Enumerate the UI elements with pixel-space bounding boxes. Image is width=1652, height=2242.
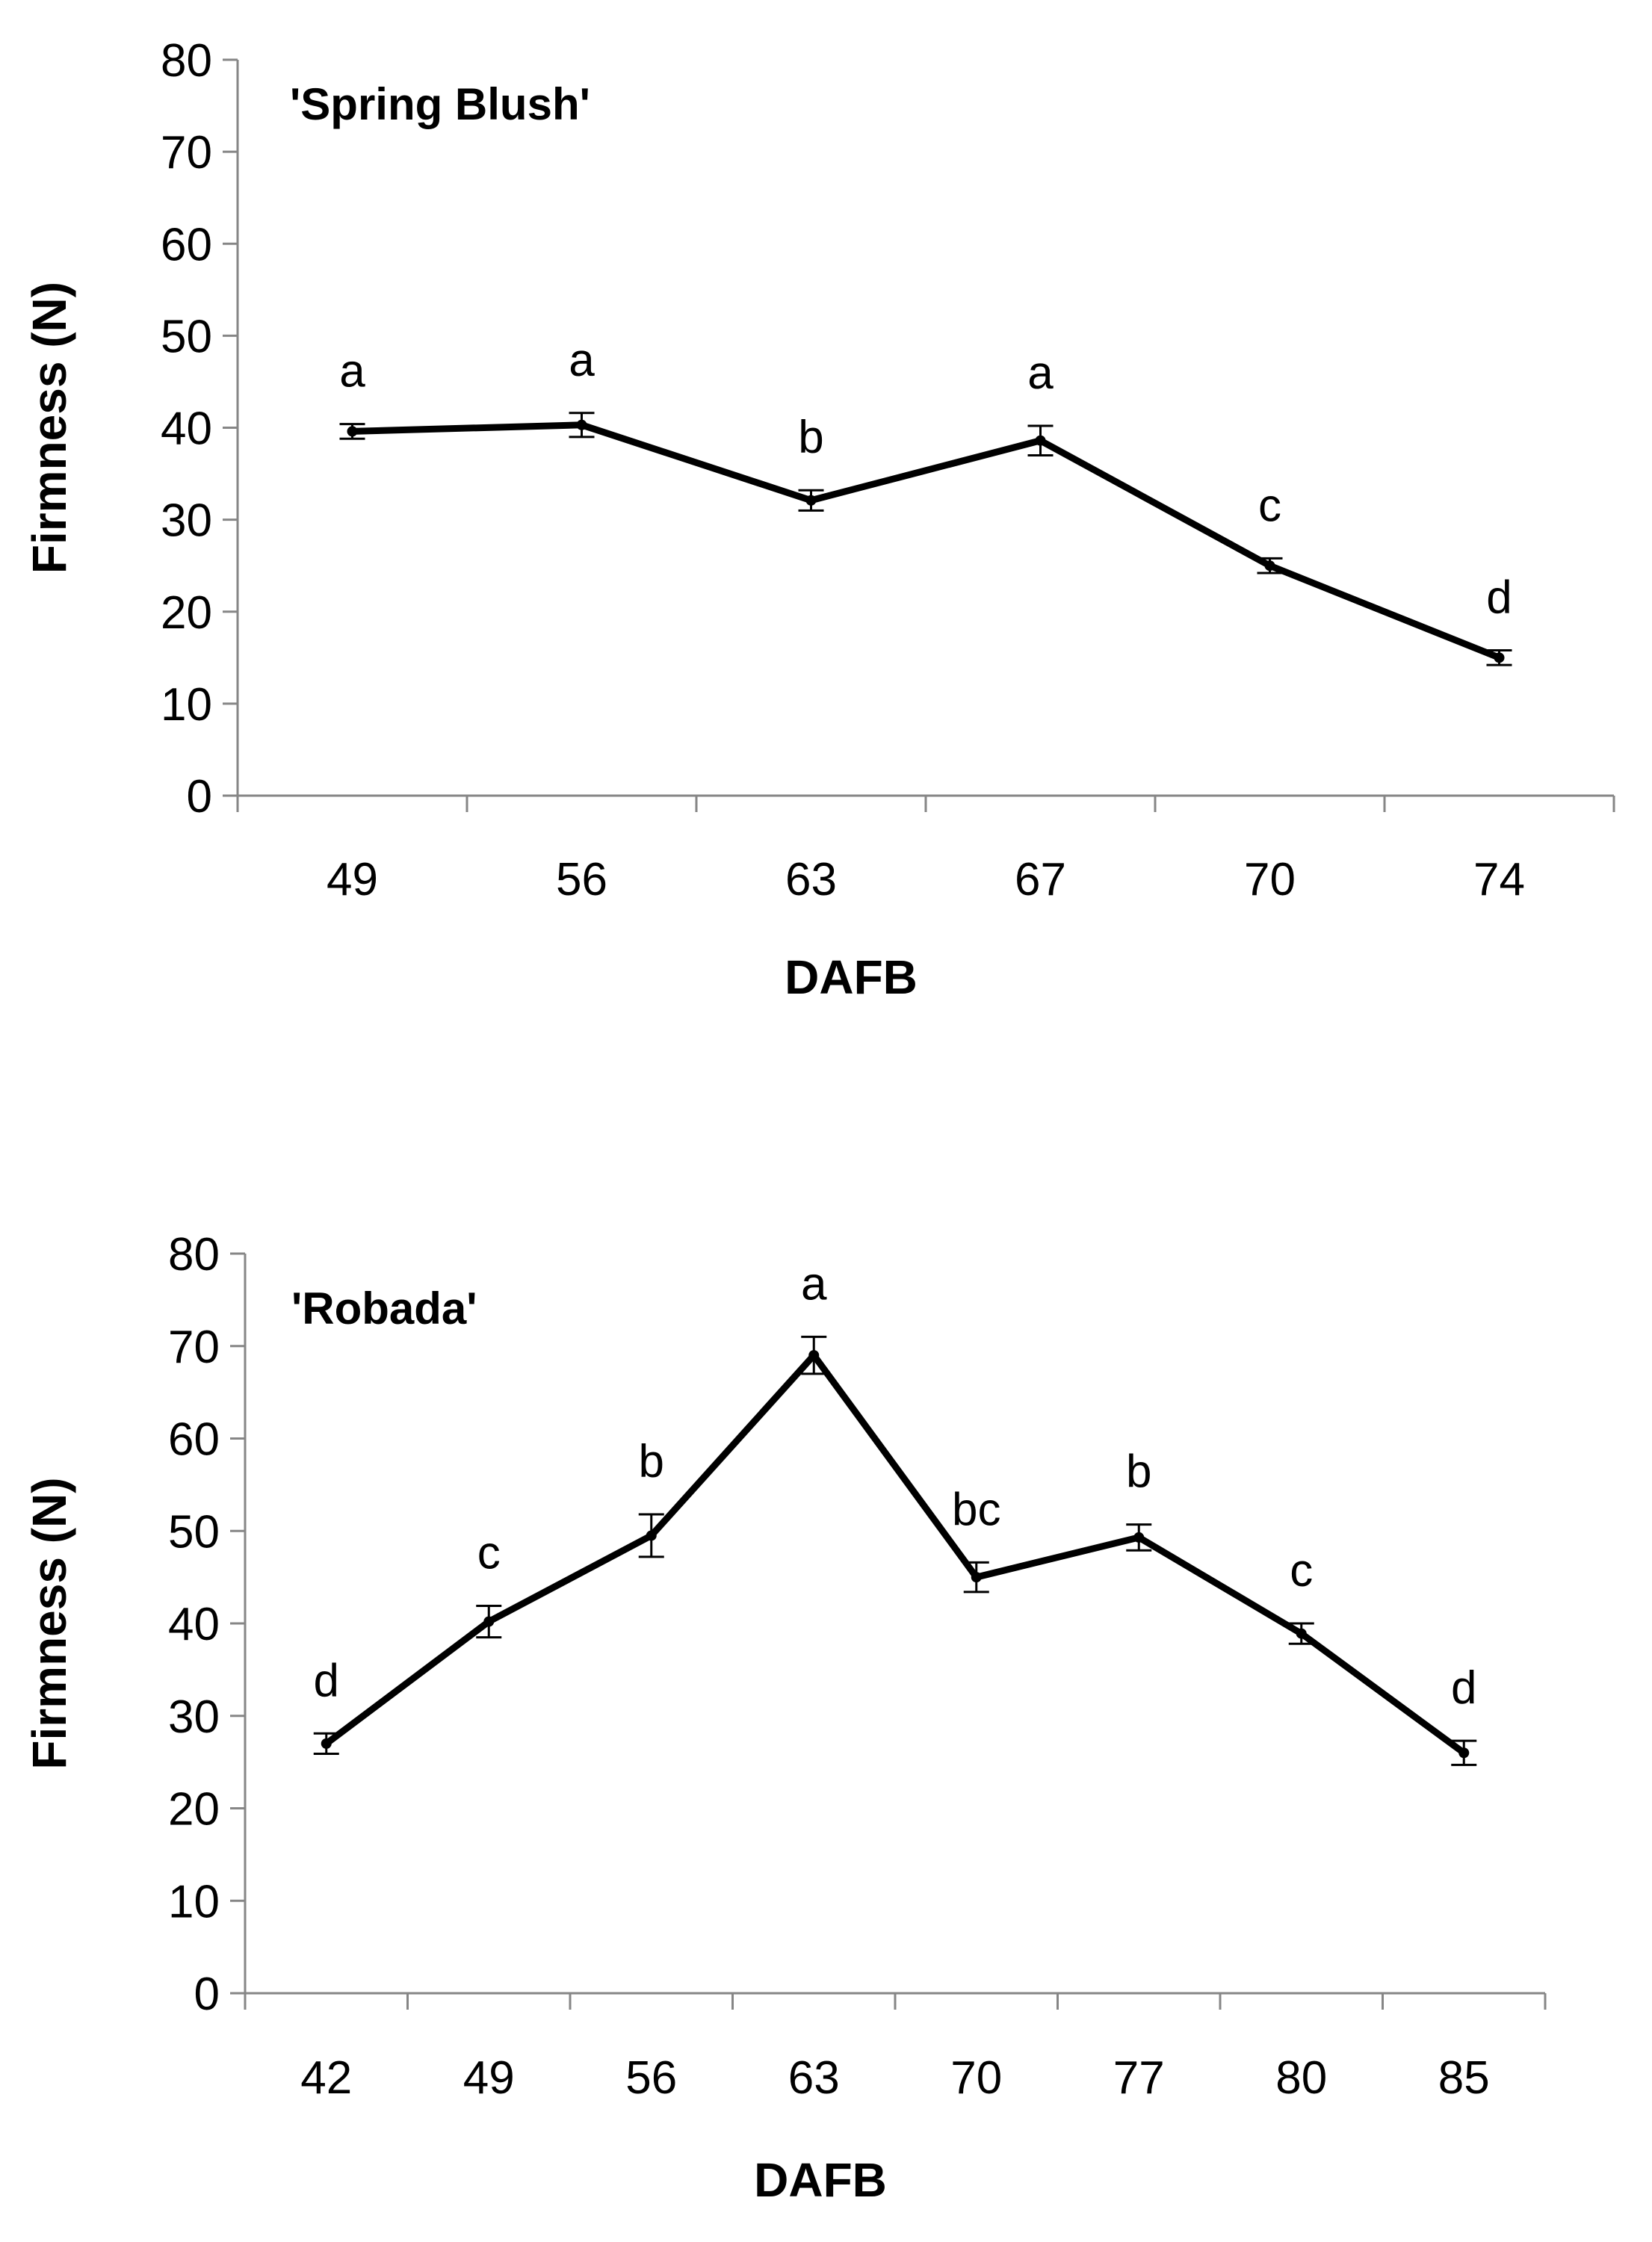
x-tick-label: 77: [1113, 2052, 1165, 2104]
y-tick-label: 10: [161, 679, 212, 731]
x-tick-label: 63: [785, 854, 837, 905]
x-tick-label: 80: [1275, 2052, 1327, 2104]
x-tick-label: 63: [788, 2052, 840, 2104]
y-tick-label: 20: [168, 1784, 220, 1836]
y-tick-label: 70: [168, 1322, 220, 1373]
data-point: [321, 1738, 332, 1749]
y-tick-label: 50: [161, 311, 212, 362]
y-tick-label: 60: [168, 1414, 220, 1466]
significance-label: a: [569, 335, 595, 386]
x-tick-label: 49: [463, 2052, 515, 2104]
chart-title: 'Robada': [291, 1283, 477, 1334]
significance-label: d: [1451, 1662, 1476, 1714]
x-tick-label: 85: [1438, 2052, 1490, 2104]
significance-label: b: [639, 1436, 664, 1487]
y-axis-title: Firmness (N): [22, 1477, 76, 1769]
y-tick-label: 40: [168, 1599, 220, 1650]
significance-label: c: [477, 1527, 501, 1579]
data-point: [1494, 652, 1505, 663]
significance-label: d: [314, 1655, 339, 1706]
data-point: [576, 419, 587, 430]
y-tick-label: 80: [161, 35, 212, 87]
significance-label: b: [1126, 1446, 1151, 1498]
significance-label: a: [339, 346, 365, 397]
significance-label: a: [1027, 347, 1054, 399]
y-tick-label: 0: [194, 1969, 220, 2020]
significance-label: c: [1258, 480, 1281, 531]
x-tick-label: 70: [950, 2052, 1002, 2104]
x-tick-label: 56: [625, 2052, 677, 2104]
y-axis-title: Firmness (N): [22, 282, 76, 574]
y-tick-label: 30: [161, 495, 212, 547]
chart-panel-1: 0 10 20 30 40 50 60 70 80 49 56 63 67 70 74 DAFB Firmnes…: [22, 35, 1615, 1004]
data-point: [646, 1530, 657, 1541]
y-tick-label: 40: [161, 403, 212, 455]
y-tick-label: 30: [168, 1691, 220, 1743]
x-tick-label: 70: [1244, 854, 1296, 905]
data-point: [1458, 1747, 1470, 1759]
x-axis-title: DAFB: [754, 2153, 887, 2207]
chart-panel-2: 0 10 20 30 40 50 60 70 80 42 49 56 63 70 77 80 85 DAFB Fir…: [22, 1229, 1547, 2207]
data-point: [1035, 435, 1046, 446]
y-tick-label: 50: [168, 1506, 220, 1558]
x-tick-label: 74: [1473, 854, 1525, 905]
data-point: [808, 1350, 820, 1361]
data-point: [805, 495, 817, 506]
series-line: [352, 421, 1501, 661]
significance-label: c: [1290, 1545, 1313, 1597]
y-tick-label: 0: [187, 771, 212, 823]
significance-label: a: [801, 1258, 827, 1310]
x-axis-title: DAFB: [785, 950, 918, 1004]
significance-label: bc: [952, 1484, 1000, 1535]
significance-label: d: [1486, 572, 1512, 623]
data-point: [483, 1616, 495, 1627]
chart-title: 'Spring Blush': [290, 79, 590, 129]
data-point: [1133, 1532, 1145, 1543]
y-tick-label: 80: [168, 1229, 220, 1281]
y-tick-label: 60: [161, 219, 212, 270]
data-point: [347, 426, 358, 437]
significance-label: b: [798, 412, 823, 463]
data-point: [971, 1572, 982, 1583]
y-tick-label: 20: [161, 587, 212, 639]
y-tick-label: 10: [168, 1876, 220, 1927]
series-line: [324, 1350, 1466, 1756]
x-tick-label: 49: [327, 854, 378, 905]
data-point: [1264, 560, 1275, 572]
x-tick-label: 67: [1015, 854, 1066, 905]
x-tick-label: 56: [556, 854, 607, 905]
x-tick-label: 42: [300, 2052, 352, 2104]
y-tick-label: 70: [161, 127, 212, 179]
data-point: [1296, 1628, 1307, 1639]
